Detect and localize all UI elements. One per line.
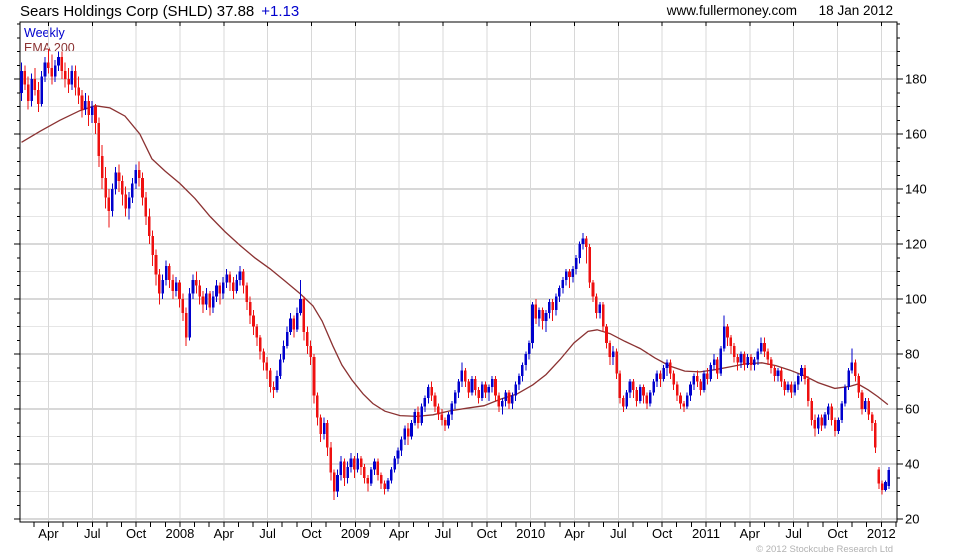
svg-text:100: 100 <box>905 292 927 307</box>
svg-text:40: 40 <box>905 457 919 472</box>
svg-text:2008: 2008 <box>165 526 194 541</box>
svg-text:Apr: Apr <box>214 526 235 541</box>
svg-text:2009: 2009 <box>341 526 370 541</box>
chart-title: Sears Holdings Corp (SHLD) 37.88 +1.13 <box>20 3 299 20</box>
svg-text:Apr: Apr <box>564 526 585 541</box>
horizontal-grid-major <box>20 78 897 520</box>
instrument-name-price: Sears Holdings Corp (SHLD) 37.88 <box>20 3 255 20</box>
axis-ticks <box>14 22 903 527</box>
svg-text:Jul: Jul <box>435 526 452 541</box>
copyright-notice: © 2012 Stockcube Research Ltd <box>756 544 893 555</box>
website-link[interactable]: www.fullermoney.com <box>666 3 797 18</box>
vertical-grid <box>47 22 882 522</box>
svg-text:80: 80 <box>905 347 919 362</box>
svg-text:Apr: Apr <box>740 526 761 541</box>
svg-text:Apr: Apr <box>389 526 410 541</box>
svg-text:Oct: Oct <box>301 526 322 541</box>
svg-text:20: 20 <box>905 512 919 527</box>
horizontal-grid-minor <box>20 51 897 492</box>
svg-text:140: 140 <box>905 182 927 197</box>
svg-text:Jul: Jul <box>785 526 802 541</box>
y-axis-labels: 20 40 60 80 100 120 140 160 180 <box>905 72 927 527</box>
svg-text:2010: 2010 <box>516 526 545 541</box>
candles-layer <box>20 48 891 500</box>
svg-text:180: 180 <box>905 72 927 87</box>
timeframe-label: Weekly <box>24 26 65 40</box>
svg-text:160: 160 <box>905 127 927 142</box>
plot-frame <box>19 21 898 523</box>
svg-text:Jul: Jul <box>84 526 101 541</box>
price-change: +1.13 <box>261 3 300 20</box>
svg-text:60: 60 <box>905 402 919 417</box>
svg-text:120: 120 <box>905 237 927 252</box>
svg-text:Oct: Oct <box>126 526 147 541</box>
ema-200-line <box>21 105 889 418</box>
svg-text:2011: 2011 <box>692 526 720 541</box>
svg-text:Oct: Oct <box>652 526 673 541</box>
svg-text:Jul: Jul <box>259 526 276 541</box>
svg-text:Jul: Jul <box>610 526 627 541</box>
svg-text:2012: 2012 <box>867 526 896 541</box>
svg-text:Apr: Apr <box>38 526 59 541</box>
chart-date: 18 Jan 2012 <box>818 3 893 18</box>
svg-text:Oct: Oct <box>477 526 498 541</box>
svg-text:Oct: Oct <box>827 526 848 541</box>
x-axis-labels: Apr Jul Oct 2008 Apr Jul Oct 2009 Apr Jul Oct 2010 A… <box>38 526 895 541</box>
